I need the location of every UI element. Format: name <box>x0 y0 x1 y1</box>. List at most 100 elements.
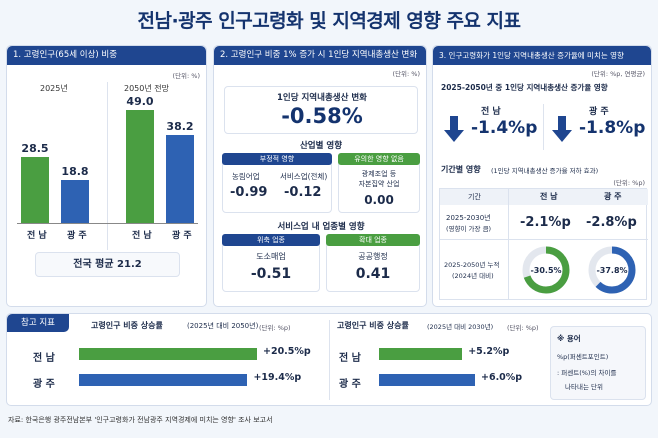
source-note: 자료: 한국은행 광주전남본부 '인구고령화가 전남광주 지역경제에 미치는 영… <box>8 416 273 424</box>
panel-gdp-change: 2. 고령인구 비중 1% 증가 시 1인당 지역내총생산 변화 (단위: %)… <box>213 45 427 307</box>
cat-jn-2050: 전 남 <box>132 231 152 241</box>
no-effect-name-2: 자본집약 산업 <box>358 180 400 188</box>
no-effect-label: 유의한 영향 없음 <box>338 153 420 165</box>
row1-gj: -2.8%p <box>586 215 637 230</box>
service-title: 서비스업 내 업종별 영향 <box>277 222 365 232</box>
bar-value-label: 18.8 <box>61 164 89 178</box>
ref-left-gj-label: 광 주 <box>33 379 55 390</box>
shrink-value: -0.51 <box>250 266 292 282</box>
ref-left-bar-gj <box>79 374 248 386</box>
no-effect-name-1: 광제조업 등 <box>361 170 397 178</box>
expand-value: 0.41 <box>355 266 391 282</box>
group-divider <box>107 82 108 250</box>
main-value: -0.58% <box>281 104 363 128</box>
table-header <box>440 189 648 205</box>
main-label: 1인당 지역내총생산 변화 <box>276 93 368 103</box>
panel2-unit: (단위: %) <box>392 70 420 78</box>
col-period: 기간 <box>468 193 481 201</box>
cat-gj-2050: 광 주 <box>172 231 192 241</box>
panel3-unit: (단위: %p, 연평균) <box>591 70 645 78</box>
ref-right-plot: +5.2%p +6.0%p <box>379 346 545 396</box>
col-divider <box>508 189 509 299</box>
row1-jn: -2.1%p <box>520 215 571 230</box>
donut-gj: -37.8% <box>588 246 636 294</box>
group-2050-label: 2050년 전망 <box>124 84 169 93</box>
bar-value-label: 49.0 <box>126 94 154 108</box>
bar-value-label: 28.5 <box>21 142 49 156</box>
panel1-unit: (단위: %) <box>172 72 200 80</box>
cat-gj-2025: 광 주 <box>67 231 87 241</box>
reference-tag: 참고 지표 <box>7 314 69 332</box>
ref-left-value-label: +19.4%p <box>253 372 302 383</box>
glossary-desc-1: : 퍼센트(%)의 차이를 <box>557 369 617 377</box>
cat-jn-2025: 전 남 <box>27 231 47 241</box>
ref-left-jn-label: 전 남 <box>33 353 55 364</box>
glossary-title: ※ 용어 <box>557 334 581 343</box>
no-effect-value: 0.00 <box>364 193 394 207</box>
main-value-box: 1인당 지역내총생산 변화 -0.58% <box>224 86 418 134</box>
ref-right-value-label: +6.0%p <box>481 372 523 383</box>
ref-right-value-label: +5.2%p <box>468 346 510 357</box>
gj-impact-value: -1.8%p <box>579 118 646 138</box>
ref-left-value-label: +20.5%p <box>263 346 311 357</box>
neg1-name: 농림어업 <box>232 172 260 181</box>
national-average: 전국 평균 21.2 <box>73 259 142 270</box>
donut-gj-label: -37.8% <box>596 266 627 275</box>
ref-left-note: (2025년 대비 2050년) <box>187 322 259 330</box>
bar-jn-1 <box>126 109 154 223</box>
bar-jn-0 <box>21 157 49 223</box>
bar-gj-1 <box>166 134 194 223</box>
col-gj: 광 주 <box>604 192 622 201</box>
donut-gj-arc <box>588 246 636 294</box>
ref-left-plot: +20.5%p +19.4%p <box>79 346 319 396</box>
panel3-header: 3. 인구고령화가 1인당 지역내총생산 증가율에 미치는 영향 <box>433 46 651 65</box>
group-2025-label: 2025년 <box>40 84 68 93</box>
ref-right-title: 고령인구 비중 상승률 <box>337 321 409 330</box>
donut-jn-arc <box>522 246 570 294</box>
gj-impact-name: 광 주 <box>589 107 609 117</box>
ref-left-bar-jn <box>79 348 257 360</box>
baseline <box>17 223 198 224</box>
neg2-value: -0.12 <box>284 185 322 200</box>
ref-right-jn-label: 전 남 <box>339 353 361 364</box>
national-average-box: 전국 평균 21.2 <box>35 252 180 277</box>
industry-title: 산업별 영향 <box>299 141 343 151</box>
page-title: 전남·광주 인구고령화 및 지역경제 영향 주요 지표 <box>137 10 521 32</box>
donut-jn-label: -30.5% <box>530 266 561 275</box>
negative-label: 부정적 영향 <box>222 153 332 165</box>
row2-period-note: (2024년 대비) <box>452 272 494 280</box>
panel1-plot: 28.5 18.8 49.0 38.2 <box>7 94 208 223</box>
glossary-term: %p(퍼센트포인트) <box>557 353 609 361</box>
jn-impact-value: -1.4%p <box>471 118 538 138</box>
shrink-name: 도소매업 <box>256 252 286 261</box>
jn-impact-name: 전 남 <box>481 107 501 117</box>
ref-right-bar-jn <box>379 348 463 360</box>
panel-elderly-share: 1. 고령인구(65세 이상) 비중 (단위: %) 2025년 2050년 전… <box>6 45 207 307</box>
period-note: (1인당 지역내총생산 증가율 저하 효과) <box>491 167 599 175</box>
ref-right-unit: (단위: %p) <box>507 324 539 332</box>
row1-period-note: (영향이 가장 큼) <box>446 225 492 233</box>
bar-value-label: 38.2 <box>166 119 194 133</box>
panel2-header: 2. 고령인구 비중 1% 증가 시 1인당 지역내총생산 변화 <box>214 46 426 65</box>
expand-name: 공공행정 <box>358 252 388 261</box>
donut-jn: -30.5% <box>522 246 570 294</box>
period-title: 기간별 영향 <box>441 165 481 174</box>
row-divider <box>440 239 648 240</box>
row1-period: 2025-2030년 <box>446 214 491 222</box>
expand-label: 확대 업종 <box>326 234 420 246</box>
ref-right-bar-gj <box>379 374 475 386</box>
neg1-value: -0.99 <box>230 185 268 200</box>
bar-gj-0 <box>61 179 89 223</box>
ref-left-unit: (단위: %p) <box>259 324 291 332</box>
panel3-subtitle: 2025-2050년 중 1인당 지역내총생산 증가율 영향 <box>441 83 608 92</box>
down-arrow-icon <box>444 116 464 142</box>
glossary-box: ※ 용어 %p(퍼센트포인트) : 퍼센트(%)의 차이를 나타내는 단위 <box>550 326 646 400</box>
period-unit: (단위: %p) <box>613 179 645 187</box>
panel1-header: 1. 고령인구(65세 이상) 비중 <box>7 46 206 65</box>
neg2-name: 서비스업(전체) <box>280 172 328 181</box>
period-table: 기간 전 남 광 주 2025-2030년 (영향이 가장 큼) -2.1%p … <box>439 188 648 300</box>
shrink-label: 위축 업종 <box>222 234 320 246</box>
ref-divider <box>329 320 330 400</box>
ref-left-title: 고령인구 비중 상승률 <box>91 321 163 330</box>
ref-right-gj-label: 광 주 <box>339 379 361 390</box>
